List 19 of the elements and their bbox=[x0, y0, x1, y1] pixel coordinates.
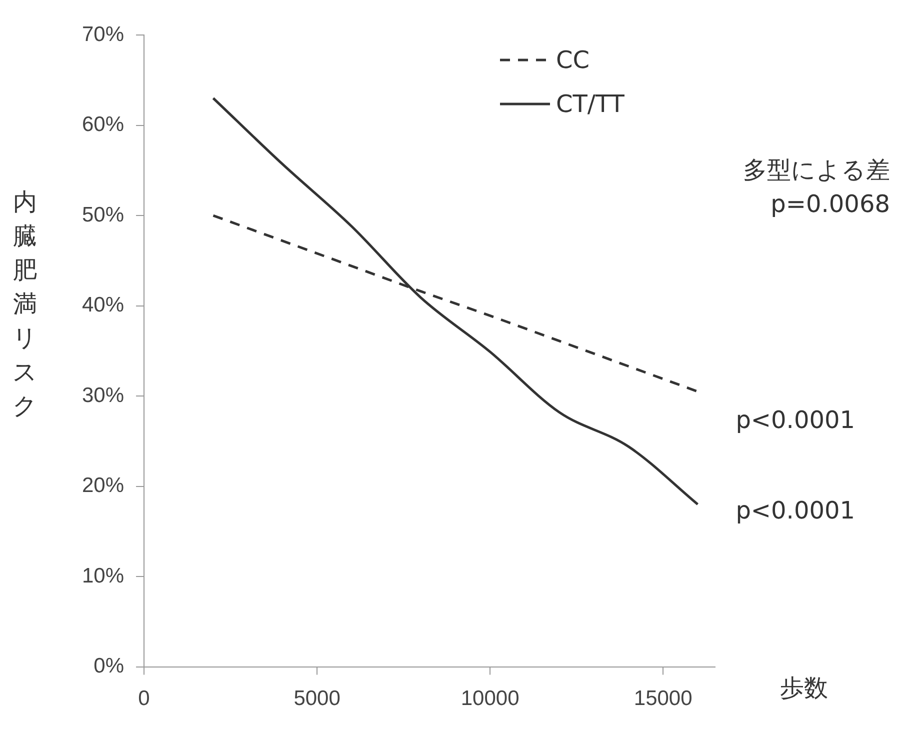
x-tick-label: 0 bbox=[138, 687, 150, 710]
annotation: p<0.0001 bbox=[736, 406, 856, 434]
y-tick-label: 20% bbox=[82, 474, 124, 498]
y-tick-label: 10% bbox=[82, 564, 124, 588]
y-axis-title: 内臓肥満リスク bbox=[12, 187, 38, 422]
x-tick-label: 15000 bbox=[634, 687, 692, 710]
annotation: p<0.0001 bbox=[736, 496, 856, 525]
x-tick-label: 5000 bbox=[294, 687, 340, 710]
x-tick-label: 10000 bbox=[460, 687, 520, 710]
y-tick-label: 60% bbox=[82, 113, 124, 136]
text: 多型による差 p=0.0068 bbox=[743, 156, 890, 218]
legend-label: CT/TT bbox=[556, 90, 624, 118]
y-tick-label: 30% bbox=[82, 384, 124, 407]
y-tick-label: 40% bbox=[82, 294, 124, 317]
y-tick-label: 70% bbox=[82, 22, 124, 46]
legend-label: CC bbox=[556, 46, 590, 74]
x-axis-title: 歩数 bbox=[780, 673, 828, 704]
y-tick-label: 0% bbox=[94, 654, 124, 678]
y-tick-label: 50% bbox=[82, 203, 124, 226]
